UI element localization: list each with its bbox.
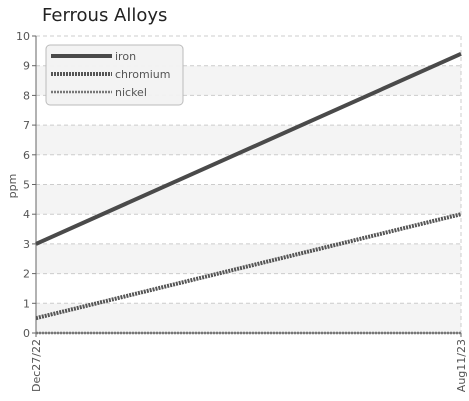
chart-title: Ferrous Alloys [42, 5, 167, 26]
legend: iron chromium nickel [45, 44, 184, 106]
x-axis-ticks: Dec27/22 Aug11/23 [30, 333, 468, 392]
plot-band [36, 184, 461, 215]
y-tick-label: 0 [23, 327, 30, 340]
plot-band [36, 214, 461, 244]
plot-band [36, 303, 461, 333]
y-tick-label: 10 [16, 30, 30, 43]
y-tick-label: 2 [23, 268, 30, 281]
series-line-chromium [35, 212, 462, 321]
plot-band [36, 273, 461, 304]
y-tick-label: 9 [23, 60, 30, 73]
legend-label-iron: iron [115, 50, 136, 63]
y-tick-label: 1 [23, 297, 30, 310]
y-tick-label: 8 [23, 89, 30, 102]
x-tick-label: Aug11/23 [455, 339, 468, 392]
y-tick-label: 4 [23, 208, 30, 221]
y-axis-label: ppm [6, 174, 19, 199]
x-tick-label: Dec27/22 [30, 339, 43, 392]
legend-label-chromium: chromium [115, 68, 171, 81]
y-tick-label: 5 [23, 179, 30, 192]
y-axis-ticks: 0 1 2 3 4 5 6 7 8 9 10 [16, 30, 36, 340]
plot-band [36, 154, 461, 185]
y-tick-label: 3 [23, 238, 30, 251]
series-line-iron [35, 51, 462, 246]
legend-box [45, 44, 184, 106]
legend-label-nickel: nickel [115, 86, 147, 99]
plot-band [36, 243, 461, 274]
y-tick-label: 6 [23, 149, 30, 162]
y-tick-label: 7 [23, 119, 30, 132]
series-lines [35, 51, 462, 335]
